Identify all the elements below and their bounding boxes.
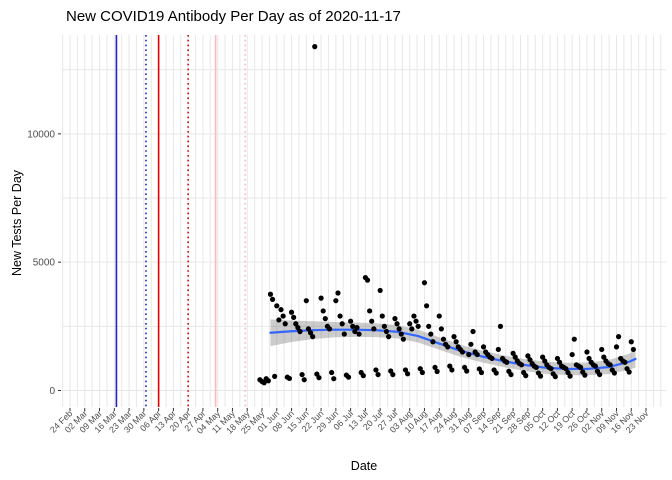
x-axis-title: Date bbox=[350, 459, 378, 473]
svg-text:10000: 10000 bbox=[27, 129, 55, 140]
svg-text:5000: 5000 bbox=[33, 258, 56, 269]
chart-title: New COVID19 Antibody Per Day as of 2020-… bbox=[66, 8, 401, 25]
svg-text:0: 0 bbox=[49, 386, 55, 397]
